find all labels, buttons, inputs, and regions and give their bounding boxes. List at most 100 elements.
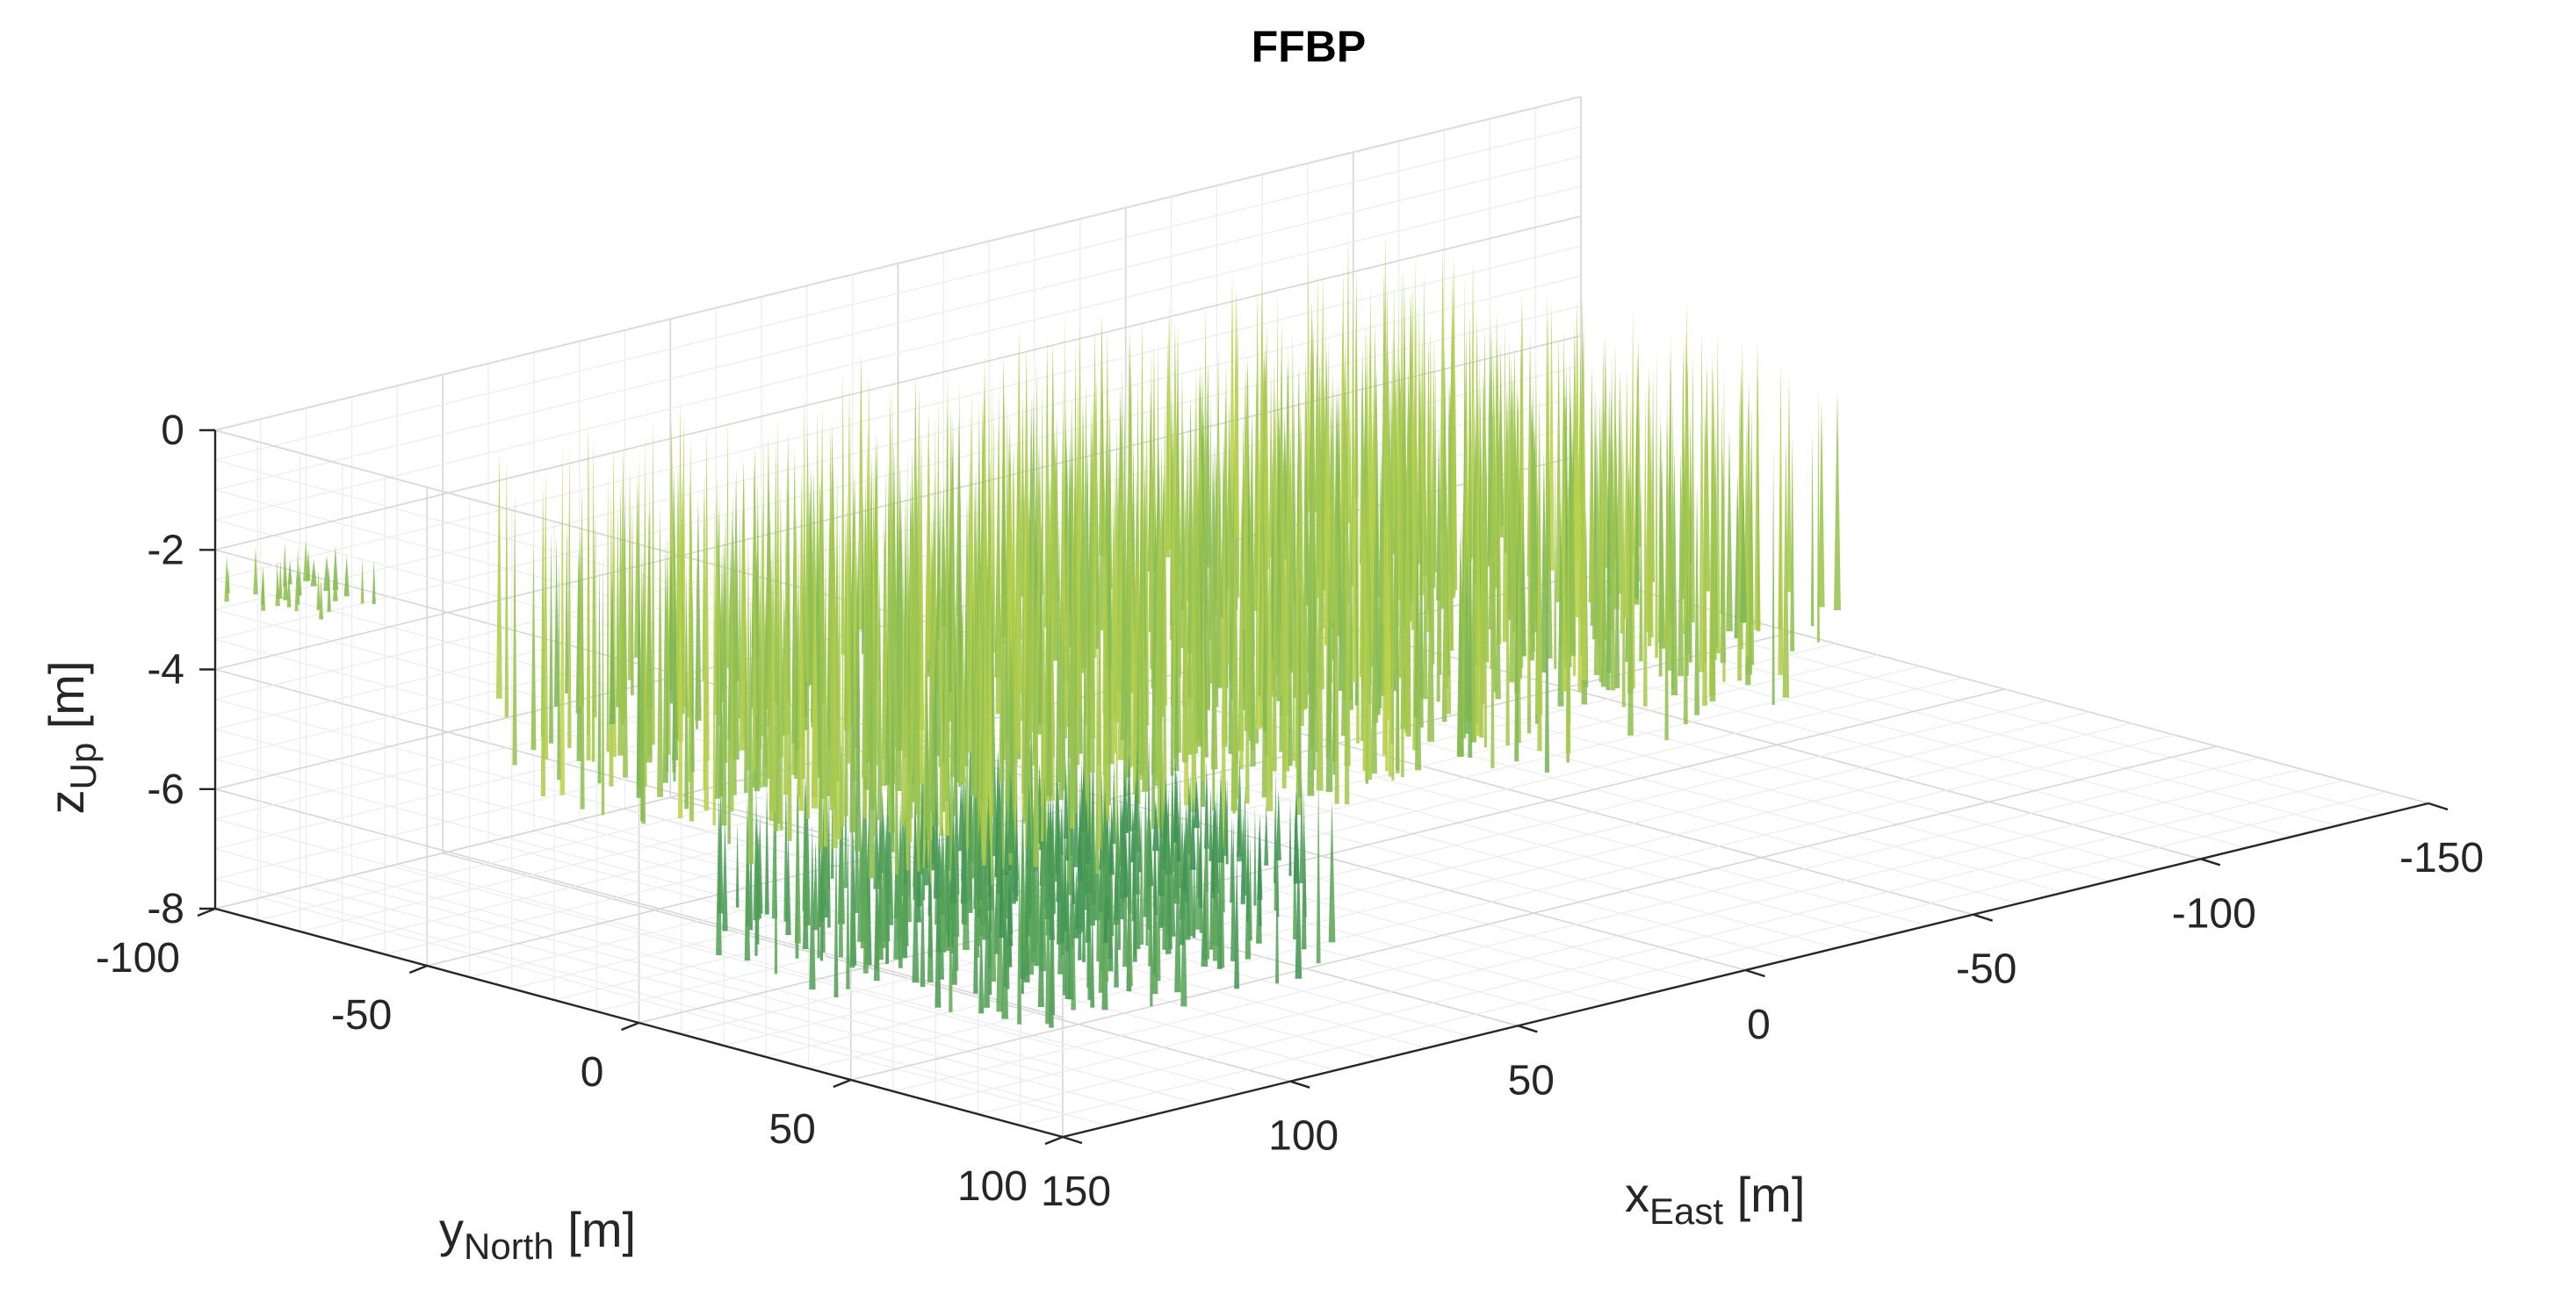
surface-streak xyxy=(727,574,731,845)
surface-streak xyxy=(530,540,537,751)
surface-streak xyxy=(943,572,949,795)
surface-streak xyxy=(721,579,727,826)
surface-streak xyxy=(1221,499,1227,849)
surface-streak xyxy=(1215,824,1219,889)
surface-streak xyxy=(1634,405,1640,600)
surface-streak xyxy=(877,563,883,821)
surface-streak xyxy=(1325,556,1333,793)
x-tick-label: -50 xyxy=(1956,946,2017,993)
surface-streak xyxy=(764,786,769,915)
surface-streak xyxy=(1228,558,1233,754)
x-tick-label: 0 xyxy=(1747,1002,1771,1048)
surface-streak xyxy=(704,487,709,811)
surface-streak xyxy=(1078,474,1081,713)
surface-streak xyxy=(1230,819,1237,961)
surface-streak xyxy=(1297,564,1302,798)
z-axis-label: zUp [m] xyxy=(39,660,104,814)
surface-streak xyxy=(919,515,924,784)
surface-streak xyxy=(1184,814,1191,940)
surface-streak xyxy=(1139,806,1144,945)
surface-streak xyxy=(1153,845,1158,916)
surface-streak xyxy=(745,817,751,927)
surface-streak xyxy=(1168,853,1173,949)
surface-streak xyxy=(1264,803,1269,866)
surface-streak xyxy=(1745,392,1750,658)
surface-streak xyxy=(496,450,502,699)
surface-streak xyxy=(913,797,919,887)
surface-streak xyxy=(1436,467,1440,702)
surface-streak xyxy=(1274,527,1281,676)
surface-streak xyxy=(1007,769,1014,853)
surface-streak xyxy=(287,560,292,585)
surface-streak xyxy=(1043,777,1047,860)
surface-streak xyxy=(949,621,954,882)
surface-streak xyxy=(286,572,292,608)
surface-streak xyxy=(1483,456,1488,748)
surface-streak xyxy=(1371,517,1377,774)
surface-streak xyxy=(981,560,989,866)
surface-streak xyxy=(1003,849,1007,988)
surface-streak xyxy=(1059,863,1064,944)
surface-streak xyxy=(1186,776,1192,855)
surface-streak xyxy=(1133,805,1140,895)
surface-streak xyxy=(1288,559,1293,766)
surface-streak xyxy=(1834,390,1841,610)
surface-streak xyxy=(1097,515,1102,850)
surface-streak xyxy=(1073,593,1079,813)
surface-building-roof-main xyxy=(496,229,1841,908)
surface-streak xyxy=(1114,856,1119,988)
surface-streak xyxy=(1505,454,1510,746)
surface-streak xyxy=(768,546,774,822)
surface-streak xyxy=(1565,462,1571,754)
surface-streak xyxy=(779,557,783,831)
surface-streak xyxy=(925,410,933,660)
surface-streak xyxy=(1605,479,1611,690)
surface-streak xyxy=(924,666,930,840)
surface-streak xyxy=(1137,802,1142,873)
surface-streak xyxy=(1243,784,1247,896)
surface-streak xyxy=(1610,426,1616,691)
surface-streak xyxy=(1678,450,1684,677)
surface-streak xyxy=(844,757,848,888)
x-tick-label: 150 xyxy=(1041,1169,1111,1215)
surface-streak xyxy=(1041,381,1044,595)
surface-streak xyxy=(846,822,850,989)
surface-streak xyxy=(873,836,880,982)
surface-streak xyxy=(1439,443,1442,675)
surface-streak xyxy=(901,550,906,826)
surface-streak xyxy=(1427,395,1431,611)
surface-streak xyxy=(1418,519,1424,728)
x-tick-label: 50 xyxy=(1508,1057,1555,1104)
surface-streak xyxy=(1470,447,1476,743)
surface-streak xyxy=(923,824,929,886)
surface-streak xyxy=(1095,479,1100,650)
surface-streak xyxy=(855,658,862,852)
surface-streak xyxy=(1514,521,1519,762)
z-tick-label: -2 xyxy=(147,527,184,573)
surface-streak xyxy=(1057,862,1064,975)
surface-streak xyxy=(966,759,972,900)
surface-isolated-returns xyxy=(224,539,376,620)
surface-streak xyxy=(1079,765,1087,832)
surface-streak xyxy=(1588,364,1595,603)
surface-streak xyxy=(578,526,583,708)
surface-streak xyxy=(1237,794,1240,848)
surface-streak xyxy=(627,464,632,680)
surface-streak xyxy=(1173,759,1179,843)
surface-streak xyxy=(1790,434,1795,651)
z-tick-label: 0 xyxy=(161,407,184,454)
surface-streak xyxy=(838,787,843,958)
surface-streak xyxy=(1404,440,1411,733)
surface-streak xyxy=(920,852,926,988)
surface-streak xyxy=(817,816,820,959)
surface-streak xyxy=(1555,335,1562,602)
surface-streak xyxy=(1519,457,1523,680)
surface-streak xyxy=(1123,582,1128,796)
surface-streak xyxy=(1748,436,1755,665)
surface-streak xyxy=(774,782,778,975)
surface-streak xyxy=(934,860,942,1008)
surface-streak xyxy=(1217,768,1224,863)
surface-streak xyxy=(1541,450,1548,673)
surface-streak xyxy=(1468,556,1473,758)
surface-streak xyxy=(794,764,801,944)
